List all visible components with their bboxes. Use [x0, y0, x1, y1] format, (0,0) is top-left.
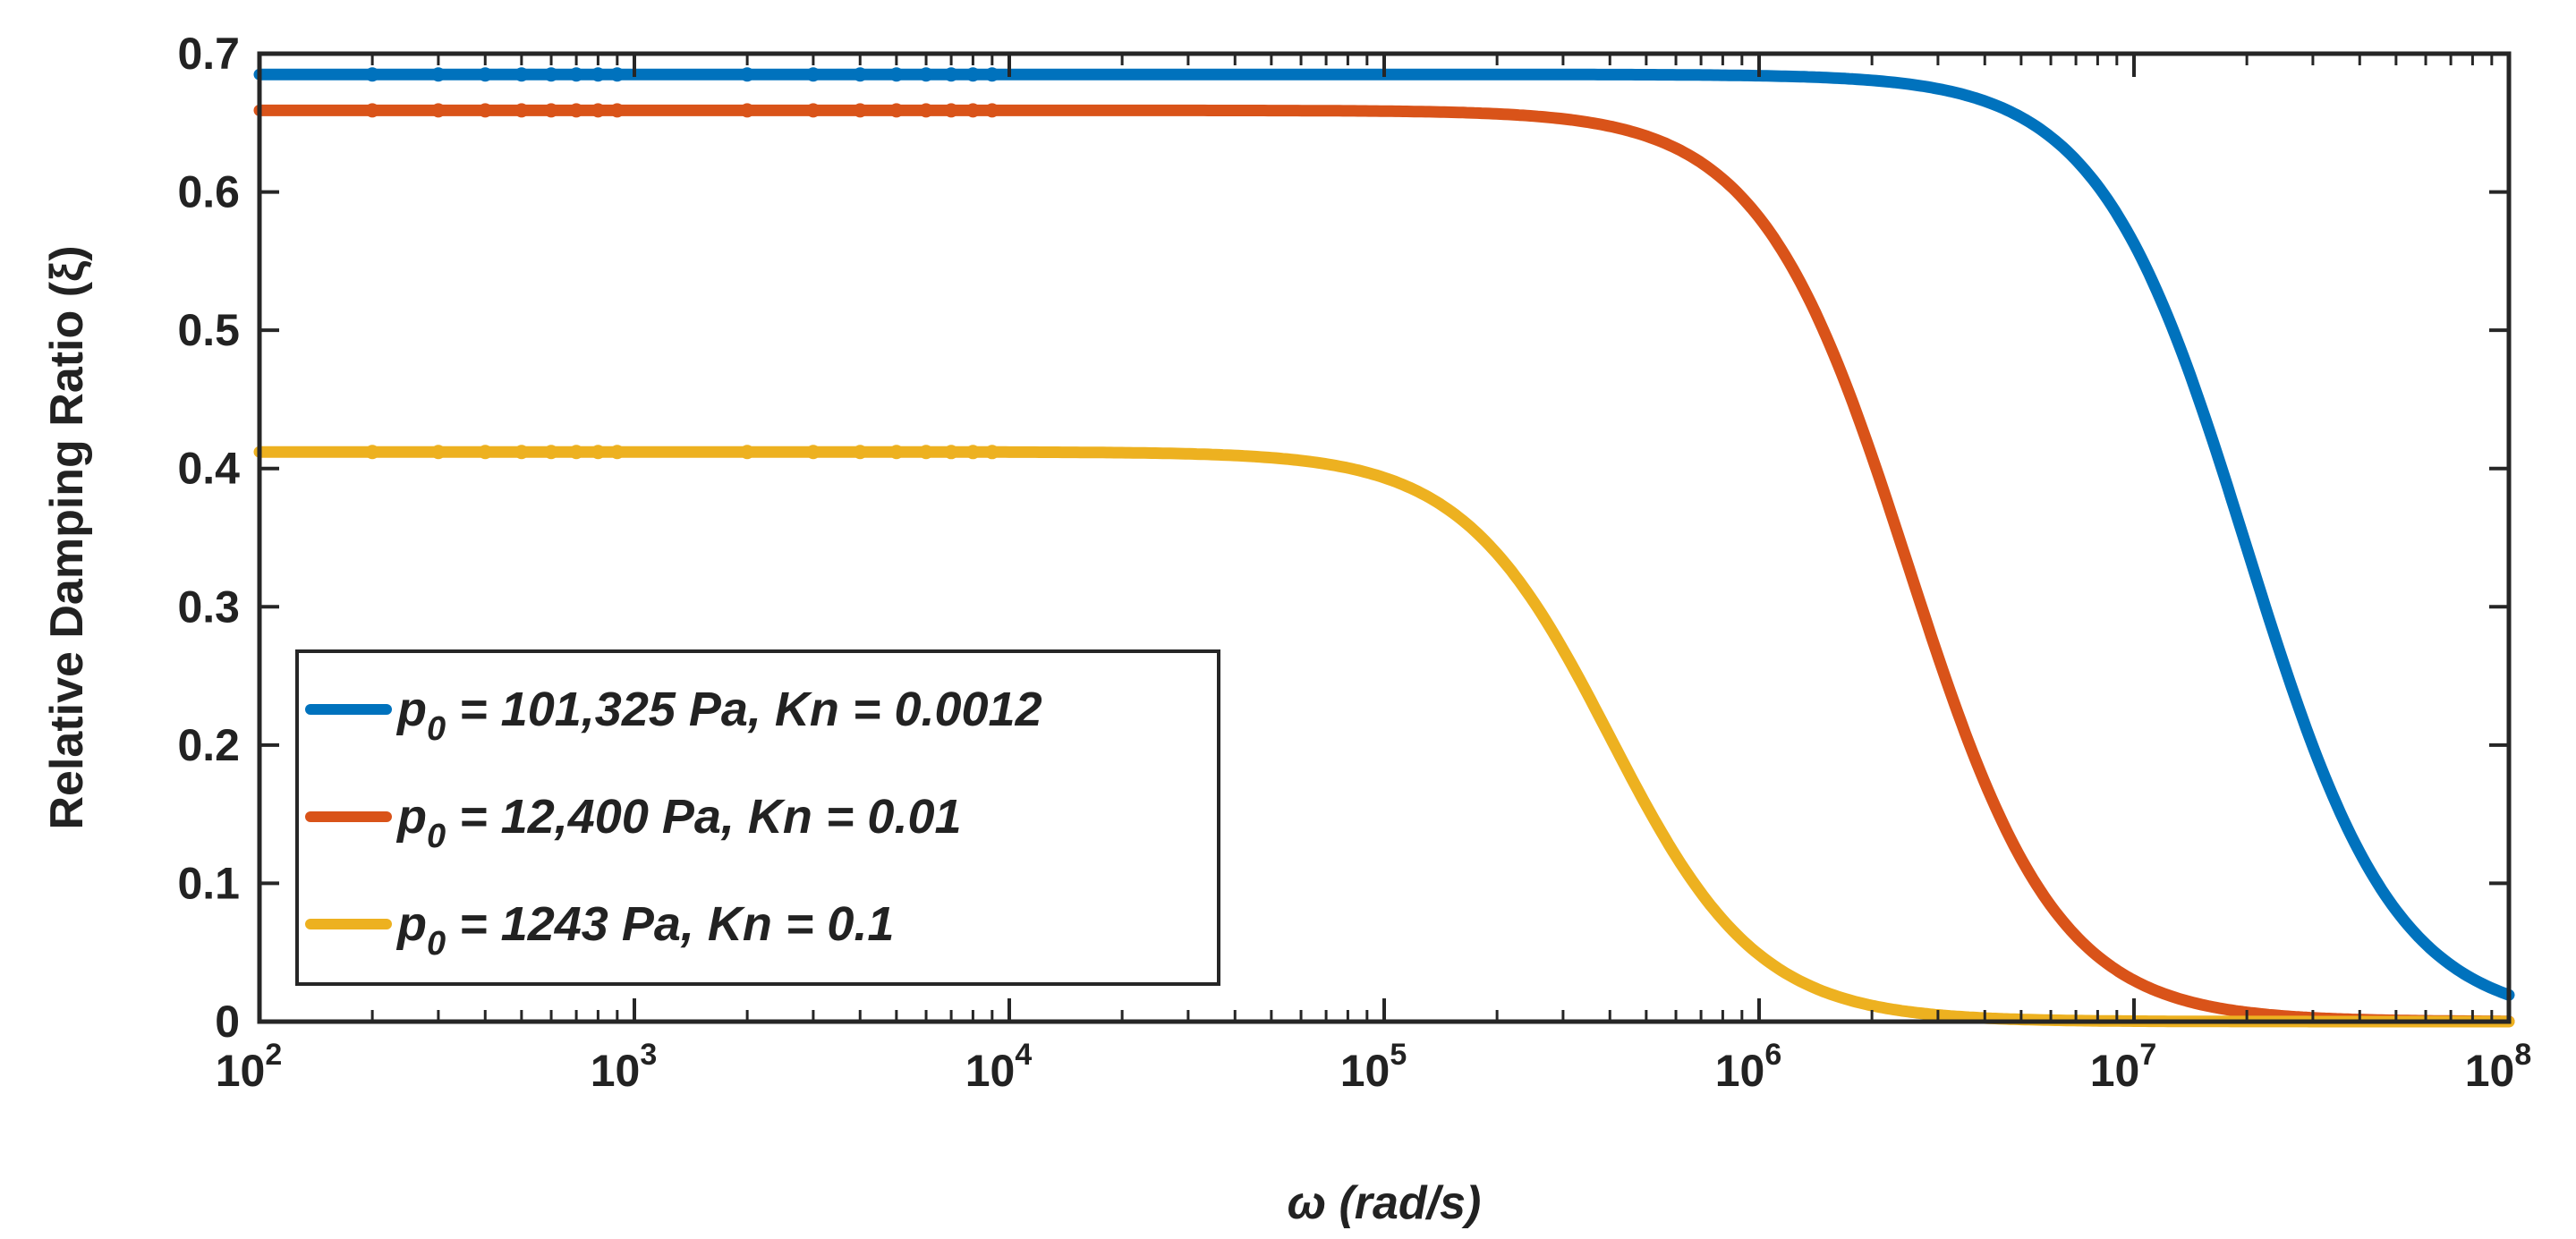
x-tick-label: 103: [591, 1038, 658, 1096]
y-tick-label: 0.4: [177, 444, 240, 494]
y-tick-label: 0.1: [177, 858, 240, 908]
y-tick-label: 0: [215, 997, 240, 1047]
series-3-marker: [944, 445, 959, 460]
series-1-marker: [365, 67, 380, 82]
legend-label-1: p0 = 101,325 Pa, Kn = 0.0012: [395, 683, 1042, 748]
y-axis-label: Relative Damping Ratio (ξ): [41, 245, 93, 829]
series-1-marker: [919, 67, 933, 82]
series-3-marker: [919, 445, 933, 460]
x-axis-label: ω (rad/s): [1288, 1177, 1482, 1229]
series-1-marker: [965, 67, 981, 82]
series-3-marker: [853, 445, 868, 460]
series-3-marker: [609, 445, 625, 460]
y-tick-label: 0.3: [177, 581, 240, 632]
series-1-marker: [609, 67, 625, 82]
ticks-layer: [258, 52, 2511, 1023]
y-tick-label: 0.2: [177, 720, 240, 770]
series-line-2: [253, 104, 2515, 1028]
series-1-marker: [888, 67, 904, 82]
series-1-marker: [944, 67, 959, 82]
series-1-marker: [478, 67, 493, 82]
series-2-marker: [544, 103, 558, 118]
series-3-marker: [365, 445, 380, 460]
y-tick-label: 0.6: [177, 167, 240, 217]
series-2-marker: [888, 103, 904, 118]
x-tick-label: 102: [216, 1038, 283, 1096]
series-3-marker: [478, 445, 493, 460]
x-tick-label: 106: [1715, 1038, 1782, 1096]
series-1-marker: [805, 67, 820, 82]
tick-labels-layer: 0 0.1 0.2 0.3 0.4 0.5 0.6 0.7 102 103 104 105 106 107…: [177, 29, 2531, 1096]
series-2-marker: [740, 103, 755, 118]
series-1-marker: [984, 67, 999, 82]
series-2-marker: [609, 103, 625, 118]
series-1-marker: [740, 67, 755, 82]
series-3-marker: [805, 445, 820, 460]
legend: p0 = 101,325 Pa, Kn = 0.0012 p0 = 12,400 …: [295, 649, 1220, 986]
series-2-marker: [984, 103, 999, 118]
series-1-marker: [569, 67, 584, 82]
series-2-marker: [365, 103, 380, 118]
series-1-marker: [591, 67, 606, 82]
series-2-marker: [965, 103, 981, 118]
series-3-marker: [544, 445, 558, 460]
series-3-marker: [965, 445, 981, 460]
series-2-marker: [944, 103, 959, 118]
legend-box: [295, 649, 1220, 986]
series-3-marker: [740, 445, 755, 460]
series-2-marker: [805, 103, 820, 118]
x-tick-label: 107: [2090, 1038, 2157, 1096]
series-2-marker: [919, 103, 933, 118]
y-tick-label: 0.7: [177, 29, 240, 79]
x-tick-label: 105: [1340, 1038, 1407, 1096]
series-3-marker: [430, 445, 446, 460]
series-3-marker: [591, 445, 606, 460]
x-tick-label: 108: [2465, 1038, 2532, 1096]
legend-label-3: p0 = 1243 Pa, Kn = 0.1: [395, 897, 894, 963]
y-tick-label: 0.5: [177, 305, 240, 355]
series-2-marker: [569, 103, 584, 118]
series-3-marker: [984, 445, 999, 460]
series-3-marker: [514, 445, 529, 460]
legend-label-2: p0 = 12,400 Pa, Kn = 0.01: [395, 790, 962, 855]
series-1-marker: [853, 67, 868, 82]
series-2-marker: [853, 103, 868, 118]
x-tick-label: 104: [965, 1038, 1033, 1096]
series-2-marker: [591, 103, 606, 118]
series-3-marker: [888, 445, 904, 460]
series-1-marker: [430, 67, 446, 82]
series-1-marker: [544, 67, 558, 82]
series-2-marker: [430, 103, 446, 118]
series-3-marker: [569, 445, 584, 460]
series-2-marker: [514, 103, 529, 118]
series-1-marker: [514, 67, 529, 82]
series-2-marker: [478, 103, 493, 118]
